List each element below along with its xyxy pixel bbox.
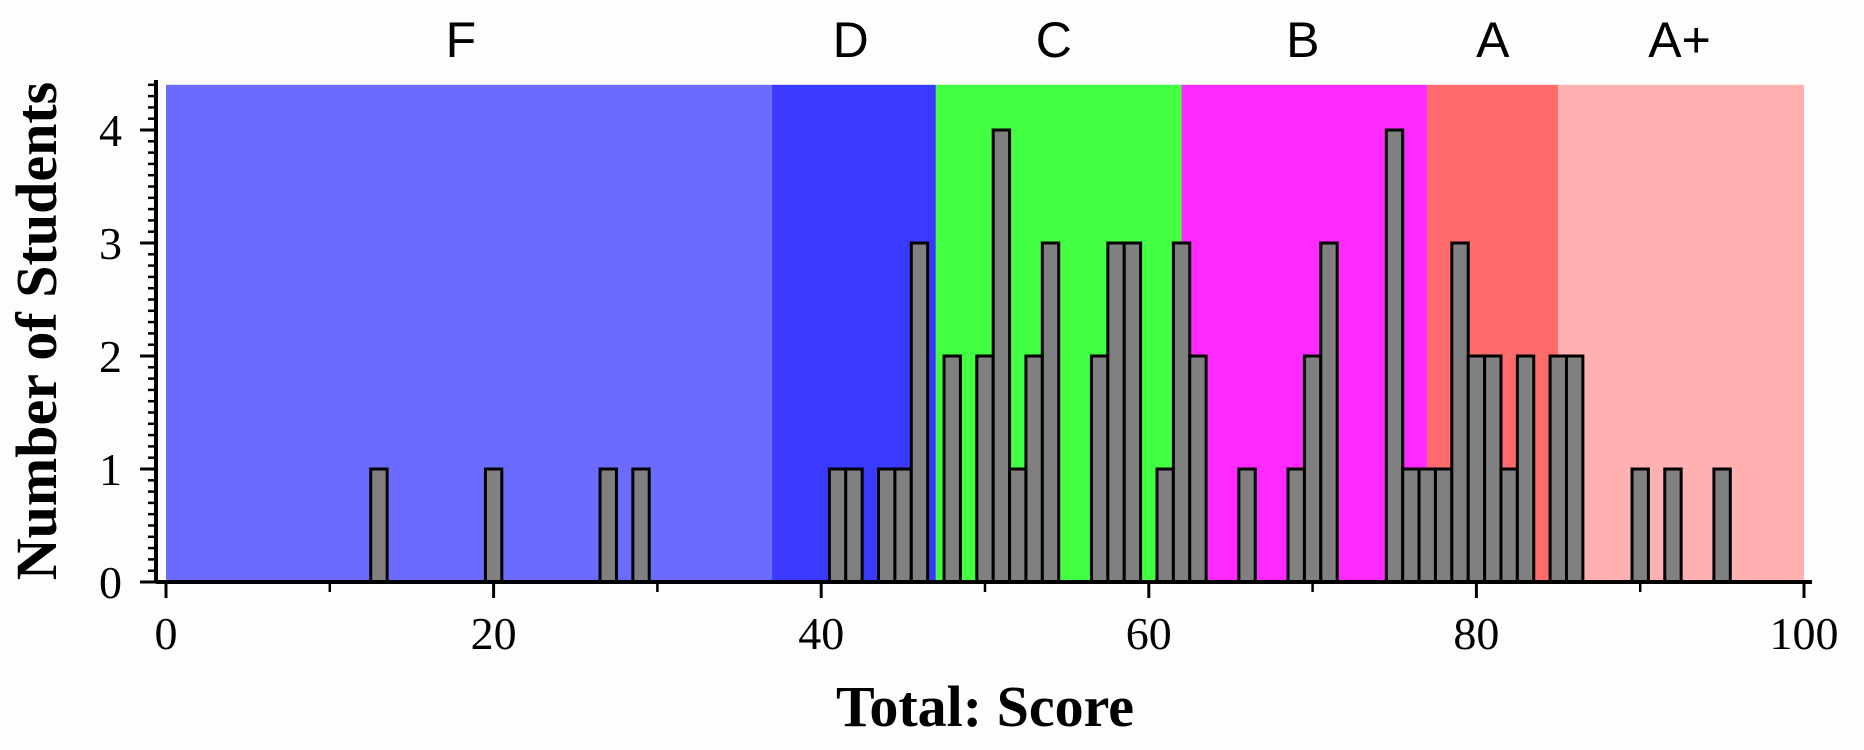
y-tick-label-2: 2 — [99, 331, 122, 382]
bar-score-54 — [1040, 241, 1061, 584]
grade-label-f: F — [446, 12, 477, 68]
bar-score-45 — [893, 467, 913, 584]
bar-score-62 — [1171, 241, 1192, 584]
bar-score-71 — [1319, 241, 1339, 584]
y-tick-label-0: 0 — [99, 557, 122, 608]
grade-label-a-plus: A+ — [1648, 12, 1711, 68]
bar-score-27 — [598, 467, 618, 584]
bar-score-76 — [1401, 467, 1421, 584]
bar-score-63 — [1188, 354, 1208, 584]
bar-score-80 — [1466, 354, 1487, 584]
bar-score-46 — [909, 241, 930, 584]
bar-score-57 — [1089, 354, 1110, 584]
bar-score-69 — [1286, 467, 1306, 584]
x-tick-label-60: 60 — [1126, 608, 1172, 659]
x-tick-label-20: 20 — [471, 608, 517, 659]
bar-score-92 — [1663, 467, 1683, 584]
bar-score-59 — [1122, 241, 1143, 584]
x-ticks: 0 20 40 60 80 100 — [155, 582, 1839, 659]
bar-score-20 — [483, 467, 504, 584]
histogram-bars — [369, 128, 1732, 584]
grade-label-d: D — [833, 12, 869, 68]
x-axis-title: Total: Score — [836, 674, 1134, 739]
bar-score-79 — [1450, 241, 1470, 584]
bar-score-70 — [1302, 354, 1323, 584]
bar-score-50 — [975, 354, 995, 584]
bar-score-13 — [369, 467, 389, 584]
bar-score-95 — [1712, 467, 1732, 584]
bar-score-41 — [827, 467, 848, 584]
bar-score-82 — [1499, 467, 1519, 584]
bar-score-42 — [844, 467, 864, 584]
grade-band-f — [166, 84, 773, 583]
bar-score-61 — [1155, 467, 1175, 584]
bar-score-66 — [1237, 467, 1257, 584]
y-ticks: 0 1 2 3 4 — [99, 83, 156, 608]
x-tick-label-80: 80 — [1453, 608, 1499, 659]
bar-score-52 — [1008, 467, 1028, 584]
bar-score-75 — [1384, 128, 1405, 584]
grade-labels: F D C B A A+ — [446, 12, 1711, 68]
bar-score-78 — [1433, 467, 1454, 584]
bar-score-83 — [1515, 354, 1536, 584]
bar-score-53 — [1024, 354, 1044, 584]
grade-label-b: B — [1286, 12, 1319, 68]
y-axis-title: Number of Students — [4, 82, 69, 580]
bar-score-86 — [1564, 354, 1585, 584]
x-tick-label-0: 0 — [155, 608, 178, 659]
x-tick-label-40: 40 — [798, 608, 844, 659]
y-tick-label-3: 3 — [99, 218, 122, 269]
x-tick-label-100: 100 — [1770, 608, 1839, 659]
bar-score-44 — [877, 467, 897, 584]
grade-label-a: A — [1476, 12, 1510, 68]
bar-score-29 — [631, 467, 651, 584]
bar-score-58 — [1106, 241, 1126, 584]
grade-label-c: C — [1036, 12, 1072, 68]
y-tick-label-4: 4 — [99, 105, 122, 156]
bar-score-51 — [991, 128, 1012, 584]
bar-score-90 — [1630, 467, 1650, 584]
bar-score-85 — [1548, 354, 1568, 584]
bar-score-48 — [942, 354, 962, 584]
bar-score-81 — [1483, 354, 1503, 584]
bar-score-77 — [1417, 467, 1437, 584]
y-tick-label-1: 1 — [99, 444, 122, 495]
